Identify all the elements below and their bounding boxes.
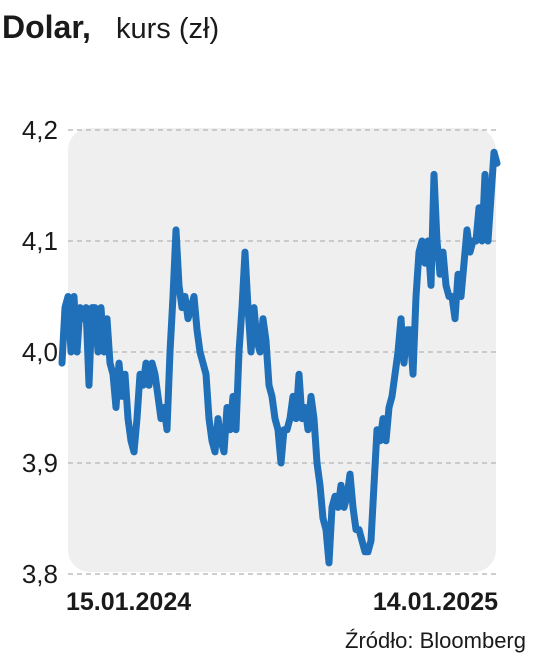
y-tick-label: 4,1 [22, 226, 58, 256]
y-tick-label: 4,2 [22, 115, 58, 145]
y-tick-label: 4,0 [22, 337, 58, 367]
chart-subtitle: kurs (zł) [116, 13, 219, 45]
source: Źródło: Bloomberg [345, 628, 526, 653]
y-tick-label: 3,9 [22, 448, 58, 478]
x-tick-label: 14.01.2025 [373, 588, 498, 616]
line [58, 148, 501, 567]
x-tick-label: 15.01.2024 [66, 588, 191, 616]
y-tick-label: 3,8 [22, 559, 58, 589]
chart-title: Dolar, [2, 9, 91, 45]
